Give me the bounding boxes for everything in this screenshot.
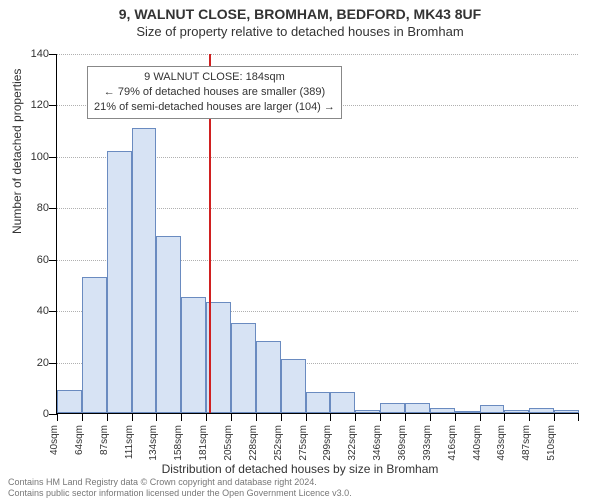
histogram-bar bbox=[529, 408, 554, 413]
x-tick-label: 111sqm bbox=[124, 425, 135, 459]
x-tick bbox=[480, 413, 481, 421]
histogram-bar bbox=[57, 390, 82, 413]
histogram-bar bbox=[504, 410, 529, 413]
x-tick bbox=[380, 413, 381, 421]
x-tick bbox=[306, 413, 307, 421]
histogram-bar bbox=[355, 410, 380, 413]
x-tick bbox=[181, 413, 182, 421]
histogram-bar bbox=[181, 297, 206, 413]
histogram-bar bbox=[380, 403, 405, 413]
x-tick bbox=[455, 413, 456, 421]
footer-line2: Contains public sector information licen… bbox=[8, 488, 352, 498]
x-tick bbox=[330, 413, 331, 421]
y-tick-label: 60 bbox=[17, 254, 49, 266]
histogram-bar bbox=[330, 392, 355, 413]
histogram-bar bbox=[256, 341, 281, 413]
y-tick-label: 100 bbox=[17, 151, 49, 163]
x-tick-label: 205sqm bbox=[223, 425, 234, 461]
y-tick bbox=[49, 311, 57, 312]
x-tick-label: 416sqm bbox=[447, 425, 458, 461]
x-tick bbox=[132, 413, 133, 421]
chart-container: 9, WALNUT CLOSE, BROMHAM, BEDFORD, MK43 … bbox=[0, 0, 600, 500]
histogram-bar bbox=[480, 405, 505, 413]
x-tick bbox=[281, 413, 282, 421]
x-tick-label: 158sqm bbox=[173, 425, 184, 461]
y-tick bbox=[49, 105, 57, 106]
footer-line1: Contains HM Land Registry data © Crown c… bbox=[8, 477, 352, 487]
x-tick bbox=[82, 413, 83, 421]
y-tick bbox=[49, 414, 57, 415]
histogram-bar bbox=[455, 411, 480, 413]
chart-title: 9, WALNUT CLOSE, BROMHAM, BEDFORD, MK43 … bbox=[0, 0, 600, 22]
x-tick bbox=[430, 413, 431, 421]
x-tick bbox=[256, 413, 257, 421]
x-tick-label: 440sqm bbox=[472, 425, 483, 461]
x-tick bbox=[156, 413, 157, 421]
x-tick-label: 322sqm bbox=[347, 425, 358, 461]
y-tick bbox=[49, 157, 57, 158]
x-tick-label: 346sqm bbox=[372, 425, 383, 461]
annotation-line: 9 WALNUT CLOSE: 184sqm bbox=[94, 70, 335, 85]
x-tick-label: 487sqm bbox=[521, 425, 532, 461]
x-tick bbox=[206, 413, 207, 421]
x-tick bbox=[504, 413, 505, 421]
y-tick bbox=[49, 260, 57, 261]
annotation-line: 21% of semi-detached houses are larger (… bbox=[94, 100, 335, 115]
histogram-bar bbox=[156, 236, 181, 413]
y-tick bbox=[49, 54, 57, 55]
x-tick-label: 299sqm bbox=[322, 425, 333, 461]
x-tick-label: 369sqm bbox=[397, 425, 408, 461]
histogram-bar bbox=[281, 359, 306, 413]
y-tick-label: 80 bbox=[17, 202, 49, 214]
histogram-bar bbox=[405, 403, 430, 413]
x-tick-label: 463sqm bbox=[496, 425, 507, 461]
histogram-bar bbox=[231, 323, 256, 413]
x-tick-label: 393sqm bbox=[422, 425, 433, 461]
y-tick bbox=[49, 363, 57, 364]
plot: 02040608010012014040sqm64sqm87sqm111sqm1… bbox=[56, 54, 578, 414]
histogram-bar bbox=[132, 128, 157, 413]
x-tick-label: 40sqm bbox=[49, 425, 60, 455]
x-tick-label: 87sqm bbox=[99, 425, 110, 455]
x-tick-label: 275sqm bbox=[298, 425, 309, 461]
x-tick-label: 181sqm bbox=[198, 425, 209, 461]
x-tick-label: 64sqm bbox=[74, 425, 85, 455]
chart-subtitle: Size of property relative to detached ho… bbox=[0, 24, 600, 39]
x-tick bbox=[529, 413, 530, 421]
x-tick-label: 134sqm bbox=[148, 425, 159, 461]
x-tick bbox=[554, 413, 555, 421]
x-tick bbox=[355, 413, 356, 421]
plot-area: 02040608010012014040sqm64sqm87sqm111sqm1… bbox=[56, 54, 578, 414]
y-tick-label: 140 bbox=[17, 48, 49, 60]
x-tick bbox=[57, 413, 58, 421]
annotation-line: ← 79% of detached houses are smaller (38… bbox=[94, 85, 335, 100]
y-tick bbox=[49, 208, 57, 209]
histogram-bar bbox=[82, 277, 107, 413]
y-tick-label: 40 bbox=[17, 305, 49, 317]
y-tick-label: 0 bbox=[17, 408, 49, 420]
annotation-box: 9 WALNUT CLOSE: 184sqm← 79% of detached … bbox=[87, 66, 342, 119]
y-tick-label: 120 bbox=[17, 99, 49, 111]
x-tick-label: 228sqm bbox=[248, 425, 259, 461]
x-tick-label: 510sqm bbox=[546, 425, 557, 461]
x-tick bbox=[405, 413, 406, 421]
footer: Contains HM Land Registry data © Crown c… bbox=[8, 477, 352, 498]
histogram-bar bbox=[430, 408, 455, 413]
x-tick bbox=[231, 413, 232, 421]
y-tick-label: 20 bbox=[17, 357, 49, 369]
gridline bbox=[57, 54, 578, 55]
histogram-bar bbox=[107, 151, 132, 413]
x-tick bbox=[107, 413, 108, 421]
x-tick-label: 252sqm bbox=[273, 425, 284, 461]
histogram-bar bbox=[554, 410, 579, 413]
x-axis-label: Distribution of detached houses by size … bbox=[0, 462, 600, 476]
histogram-bar bbox=[306, 392, 331, 413]
x-tick bbox=[578, 413, 579, 421]
